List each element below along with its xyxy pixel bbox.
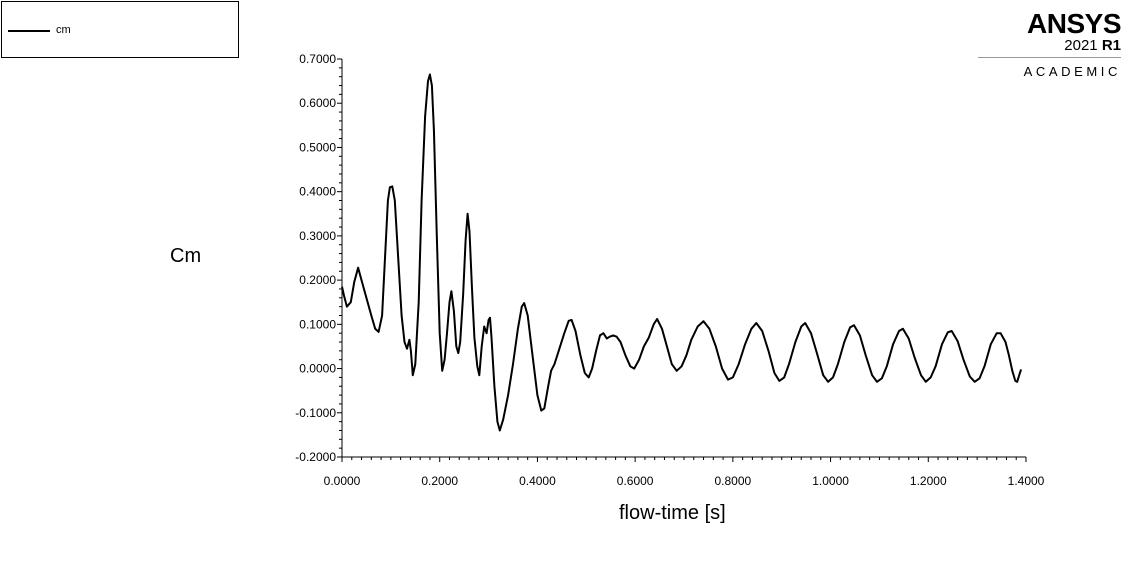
- y-tick-label: 0.7000: [299, 52, 336, 66]
- y-tick-label: 0.6000: [299, 96, 336, 110]
- y-tick-label: -0.2000: [295, 450, 336, 464]
- legend-swatch-cm: [8, 30, 50, 32]
- y-tick-label: 0.4000: [299, 185, 336, 199]
- series-layer: [341, 73, 1023, 432]
- y-tick-label: 0.0000: [299, 362, 336, 376]
- logo-rule: [978, 57, 1121, 58]
- x-tick-label: 0.8000: [715, 474, 752, 488]
- y-tick-label: 0.2000: [299, 273, 336, 287]
- logo-version-release: R1: [1101, 37, 1121, 54]
- y-tick-label: 0.1000: [299, 317, 336, 331]
- x-tick-label: 1.4000: [1008, 474, 1045, 488]
- x-axis-label: flow-time [s]: [619, 502, 726, 524]
- y-tick-label: 0.3000: [299, 229, 336, 243]
- legend-label-cm: cm: [56, 24, 71, 36]
- x-tick-label: 1.2000: [910, 474, 947, 488]
- x-tick-label: 0.6000: [617, 474, 654, 488]
- x-tick-label: 0.2000: [421, 474, 458, 488]
- x-tick-label: 1.0000: [812, 474, 849, 488]
- logo-brand: ANSYS: [1027, 8, 1121, 39]
- x-tick-label: 0.0000: [324, 474, 361, 488]
- y-axis-label: Cm: [170, 245, 202, 267]
- legend[interactable]: cm: [1, 1, 239, 58]
- y-tick-label: 0.5000: [299, 140, 336, 154]
- x-tick-label: 0.4000: [519, 474, 556, 488]
- logo-version-year: 2021: [1064, 37, 1098, 54]
- y-tick-label: -0.1000: [295, 406, 336, 420]
- logo-version: 2021 R1: [1064, 38, 1121, 54]
- logo-edition: ACADEMIC: [1023, 64, 1121, 79]
- axes: 0.7000 0.6000 0.5000 0.4000 0.3000 0.2000 0.10…: [295, 52, 1044, 488]
- series-line-cm: [341, 73, 1023, 432]
- ansys-logo: ANSYS 2021 R1 ACADEMIC: [976, 10, 1121, 80]
